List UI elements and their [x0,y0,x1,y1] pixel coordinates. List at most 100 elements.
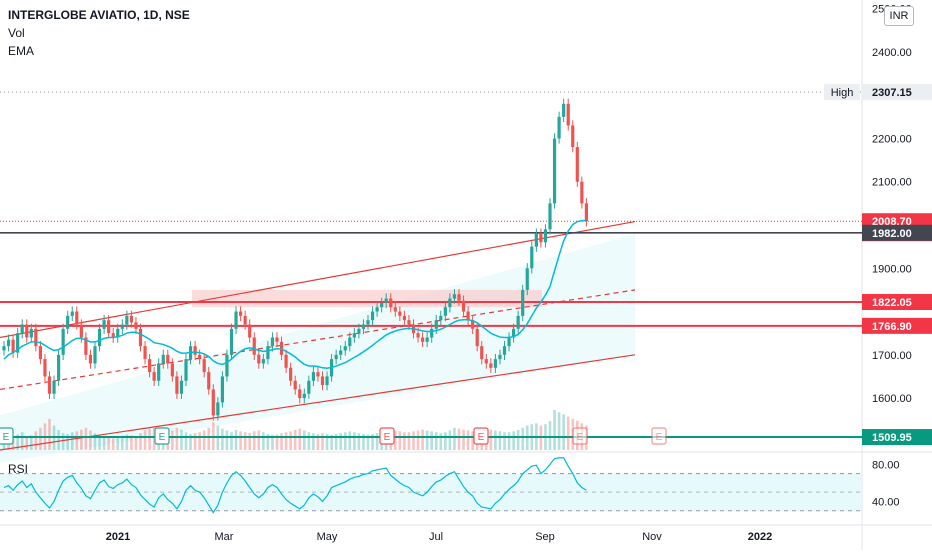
upper-trendline[interactable] [0,220,636,339]
candle-body[interactable] [516,315,520,329]
candle-body[interactable] [452,294,457,299]
candle-body[interactable] [316,372,320,377]
candle-body[interactable] [29,328,33,338]
mid-trendline[interactable] [0,289,636,391]
candle-body[interactable] [293,380,297,390]
candle-body[interactable] [88,354,93,364]
candle-body[interactable] [207,372,211,390]
candle-body[interactable] [339,350,343,355]
candle-body[interactable] [148,359,152,373]
candle-body[interactable] [302,393,306,399]
candle-body[interactable] [430,328,434,338]
candle-body[interactable] [393,307,397,312]
candle-body[interactable] [566,103,570,126]
candle-body[interactable] [84,337,88,355]
candle-body[interactable] [525,268,529,290]
candle-body[interactable] [375,307,379,312]
candle-body[interactable] [507,337,511,347]
candle-body[interactable] [298,389,302,399]
candle-body[interactable] [47,376,52,394]
candle-body[interactable] [466,311,470,321]
candle-body[interactable] [179,380,184,394]
ema-indicator-label[interactable]: EMA [8,44,35,58]
candle-body[interactable] [229,328,234,355]
candle-body[interactable] [389,298,393,308]
candle-body[interactable] [475,328,479,347]
candle-body[interactable] [111,333,115,338]
candle-body[interactable] [202,359,206,373]
candle-body[interactable] [248,324,252,338]
candle-body[interactable] [512,328,516,338]
candle-body[interactable] [2,346,6,351]
candle-body[interactable] [307,380,311,394]
candle-body[interactable] [170,363,174,377]
candle-body[interactable] [184,359,188,381]
candle-body[interactable] [357,328,361,334]
candle-body[interactable] [129,315,133,323]
candle-body[interactable] [79,324,83,338]
candle-body[interactable] [57,354,61,381]
candle-body[interactable] [152,372,156,381]
candle-body[interactable] [257,354,261,364]
candle-body[interactable] [93,346,97,364]
candle-body[interactable] [75,311,79,325]
candle-body[interactable] [270,337,275,347]
candle-body[interactable] [480,346,484,360]
candle-body[interactable] [493,359,497,368]
candle-body[interactable] [107,320,111,334]
candle-body[interactable] [530,246,534,269]
candle-body[interactable] [61,328,65,355]
candle-body[interactable] [407,320,411,325]
candle-body[interactable] [275,337,279,342]
candle-body[interactable] [220,376,224,403]
candle-body[interactable] [166,354,170,364]
candle-body[interactable] [211,389,215,416]
candle-body[interactable] [289,367,293,381]
candle-body[interactable] [279,341,284,355]
candle-body[interactable] [266,346,270,360]
candle-body[interactable] [43,359,47,377]
candle-body[interactable] [97,328,102,347]
candle-body[interactable] [334,354,338,360]
candle-body[interactable] [584,203,588,222]
candle-body[interactable] [325,376,329,386]
candle-body[interactable] [439,315,443,321]
candle-body[interactable] [157,363,161,381]
candle-body[interactable] [370,311,375,321]
candle-body[interactable] [34,328,38,347]
earnings-marker[interactable] [473,427,489,445]
candle-body[interactable] [348,337,352,347]
candle-body[interactable] [102,320,106,329]
earnings-marker[interactable] [572,427,588,445]
candle-body[interactable] [380,302,384,308]
candle-body[interactable] [443,307,447,316]
earnings-marker[interactable] [379,427,395,445]
candle-body[interactable] [402,315,406,321]
candle-body[interactable] [320,376,325,386]
candle-body[interactable] [489,363,493,368]
candle-body[interactable] [125,315,129,325]
volume-indicator-label[interactable]: Vol [8,26,25,40]
candle-body[interactable] [261,359,265,364]
candle-body[interactable] [448,298,452,308]
candle-body[interactable] [543,229,548,243]
candle-body[interactable] [216,402,220,416]
candle-body[interactable] [471,320,475,329]
candle-body[interactable] [421,337,425,342]
candle-body[interactable] [225,354,229,377]
candle-body[interactable] [425,337,429,342]
candle-body[interactable] [120,324,124,329]
candle-body[interactable] [552,138,557,204]
candle-body[interactable] [416,333,420,338]
candle-body[interactable] [52,380,56,394]
candle-body[interactable] [502,346,507,355]
candle-body[interactable] [434,320,438,329]
candle-body[interactable] [11,339,15,353]
candle-body[interactable] [161,354,165,364]
candle-body[interactable] [198,354,202,360]
candle-body[interactable] [534,233,538,247]
candle-body[interactable] [6,339,11,347]
candle-body[interactable] [498,354,502,360]
